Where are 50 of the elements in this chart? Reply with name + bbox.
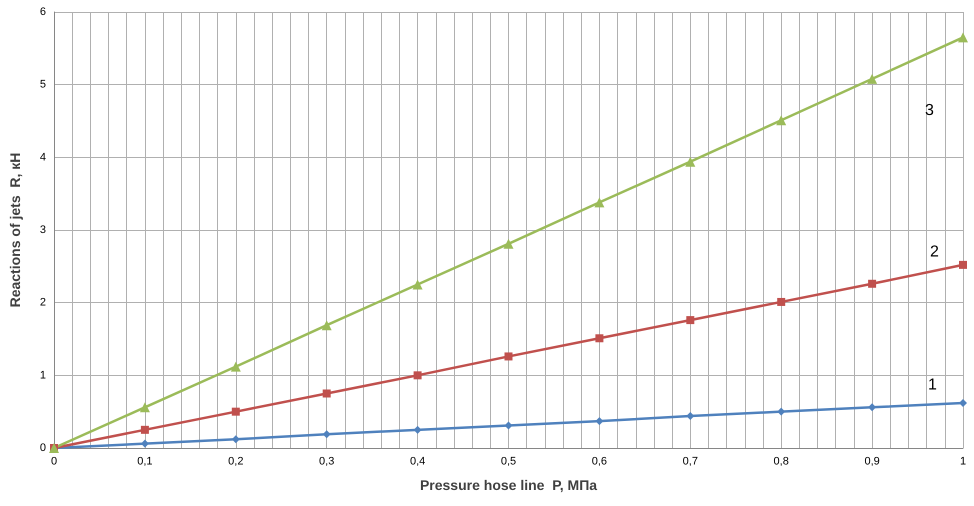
x-tick-label: 0,7	[682, 456, 698, 468]
point	[232, 435, 240, 444]
point	[230, 362, 241, 372]
point	[140, 402, 150, 412]
y-tick-label: 5	[40, 78, 46, 91]
point	[595, 334, 604, 342]
x-tick-label: 0,5	[500, 456, 516, 468]
x-tick-label: 0,6	[592, 456, 608, 468]
point	[504, 352, 512, 360]
point	[322, 430, 331, 438]
point	[322, 390, 331, 398]
point	[414, 371, 422, 380]
point	[232, 408, 240, 416]
point	[867, 74, 878, 84]
y-tick-label: 0	[40, 442, 46, 454]
point	[959, 398, 967, 407]
x-axis-title: Pressure hose line P, МПа	[420, 477, 598, 493]
point	[868, 403, 876, 412]
point	[777, 298, 786, 306]
y-tick-label: 6	[40, 6, 46, 18]
x-tick-label: 0,3	[319, 456, 334, 468]
y-axis-title: Reactions of jets R, кН	[7, 152, 23, 308]
point	[868, 280, 876, 288]
y-tick-label: 3	[40, 224, 46, 236]
x-tick-label: 0,9	[864, 456, 880, 468]
point	[686, 412, 694, 420]
x-tick-label: 0,8	[774, 456, 789, 468]
x-tick-label: 0	[50, 456, 58, 468]
point	[322, 320, 332, 330]
point	[686, 316, 694, 324]
x-tick-label: 0,1	[137, 456, 153, 468]
x-tick-label: 1	[960, 456, 966, 468]
point	[140, 426, 149, 434]
point	[685, 156, 696, 167]
y-tick-label: 1	[40, 369, 46, 382]
point	[504, 238, 514, 249]
series-label: 2	[930, 243, 939, 260]
series-label: 1	[928, 376, 937, 394]
x-tick-label: 0,2	[228, 456, 244, 468]
point	[776, 115, 786, 126]
y-tick-label: 4	[40, 151, 46, 164]
point	[504, 421, 512, 430]
x-tick-label: 0,4	[410, 456, 426, 468]
point	[958, 32, 968, 42]
point	[959, 260, 967, 269]
text: 3	[925, 102, 934, 119]
y-tick-label: 2	[40, 296, 46, 309]
point	[777, 408, 786, 416]
point	[412, 280, 423, 290]
point	[594, 197, 604, 208]
